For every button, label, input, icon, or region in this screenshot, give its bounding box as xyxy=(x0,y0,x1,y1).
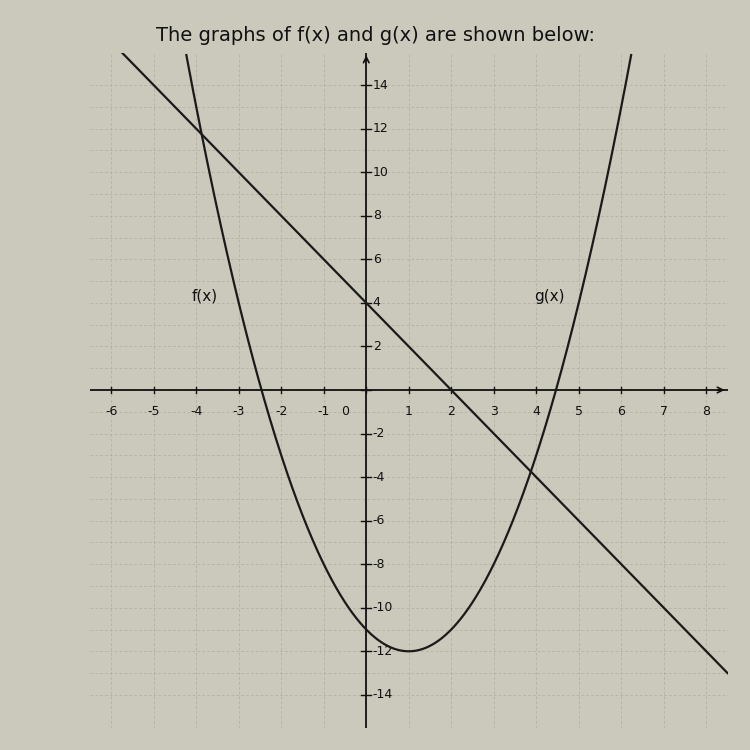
Text: g(x): g(x) xyxy=(534,289,564,304)
Text: 6: 6 xyxy=(373,253,380,266)
Text: 5: 5 xyxy=(574,405,583,418)
Text: -14: -14 xyxy=(373,688,393,701)
Text: 2: 2 xyxy=(373,340,380,353)
Text: 4: 4 xyxy=(373,296,380,310)
Text: -5: -5 xyxy=(148,405,160,418)
Text: 6: 6 xyxy=(617,405,626,418)
Text: 12: 12 xyxy=(373,122,388,135)
Text: 3: 3 xyxy=(490,405,498,418)
Text: -3: -3 xyxy=(232,405,245,418)
Text: f(x): f(x) xyxy=(192,289,217,304)
Text: -10: -10 xyxy=(373,602,393,614)
Text: The graphs of f(x) and g(x) are shown below:: The graphs of f(x) and g(x) are shown be… xyxy=(155,26,595,45)
Text: 7: 7 xyxy=(660,405,668,418)
Text: -1: -1 xyxy=(317,405,330,418)
Text: -4: -4 xyxy=(373,470,385,484)
Text: 14: 14 xyxy=(373,79,388,92)
Text: -12: -12 xyxy=(373,645,393,658)
Text: 1: 1 xyxy=(405,405,412,418)
Text: 8: 8 xyxy=(702,405,710,418)
Text: 0: 0 xyxy=(341,405,349,418)
Text: -6: -6 xyxy=(105,405,118,418)
Text: -2: -2 xyxy=(275,405,287,418)
Text: 10: 10 xyxy=(373,166,388,178)
Text: 8: 8 xyxy=(373,209,380,222)
Text: -4: -4 xyxy=(190,405,202,418)
Text: 4: 4 xyxy=(532,405,540,418)
Text: -8: -8 xyxy=(373,558,386,571)
Text: 2: 2 xyxy=(447,405,455,418)
Text: -6: -6 xyxy=(373,514,385,527)
Text: -2: -2 xyxy=(373,427,385,440)
